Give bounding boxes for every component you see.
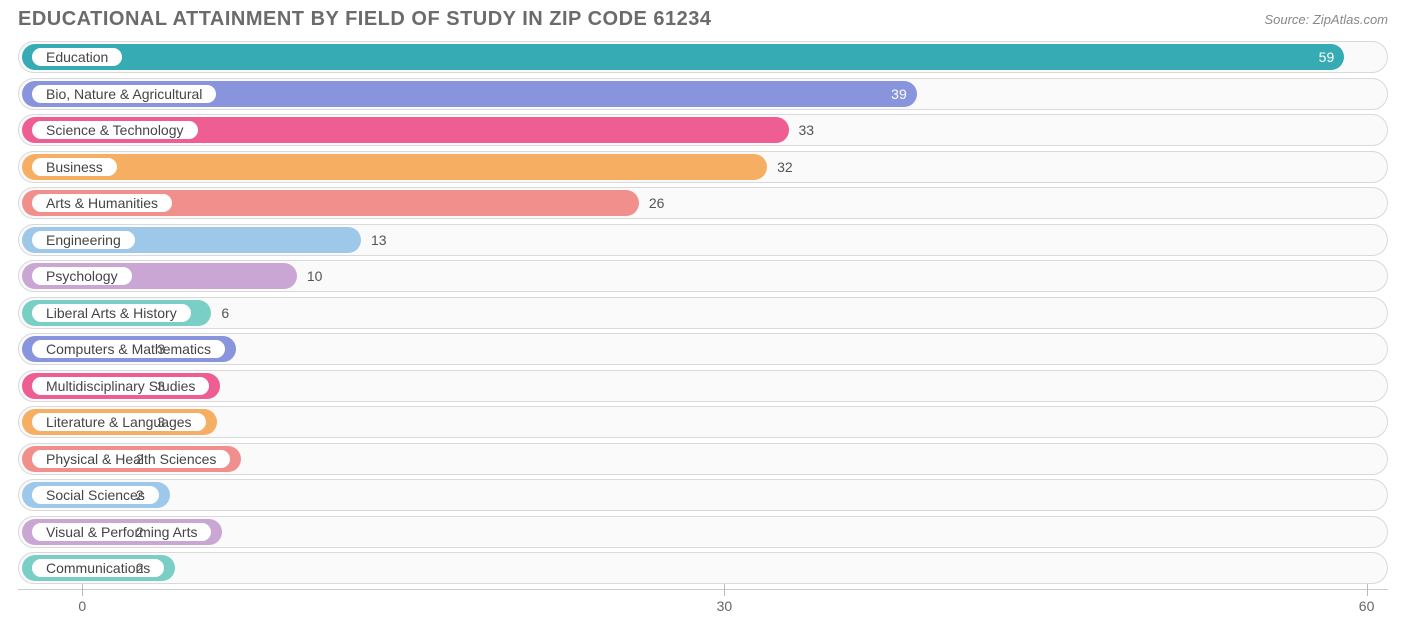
bar-row: Social Sciences2 bbox=[18, 479, 1388, 511]
bar-row: Communications2 bbox=[18, 552, 1388, 584]
bar-value: 6 bbox=[221, 305, 229, 321]
bar-row: Literature & Languages3 bbox=[18, 406, 1388, 438]
bar-label: Bio, Nature & Agricultural bbox=[30, 83, 218, 105]
bar-fill bbox=[22, 44, 1344, 70]
header: Educational Attainment by Field of Study… bbox=[0, 0, 1406, 35]
bar-label: Communications bbox=[30, 557, 166, 579]
chart-source: Source: ZipAtlas.com bbox=[1264, 12, 1388, 27]
bar-label: Engineering bbox=[30, 229, 137, 251]
bar-label: Psychology bbox=[30, 265, 134, 287]
bar-label: Physical & Health Sciences bbox=[30, 448, 232, 470]
bar-value: 39 bbox=[891, 86, 907, 102]
bar-row: Visual & Performing Arts2 bbox=[18, 516, 1388, 548]
bar-value: 2 bbox=[136, 451, 144, 467]
bar-value: 33 bbox=[799, 122, 815, 138]
bar-value: 10 bbox=[307, 268, 323, 284]
bar-row: Multidisciplinary Studies3 bbox=[18, 370, 1388, 402]
bar-label: Literature & Languages bbox=[30, 411, 208, 433]
bar-value: 3 bbox=[157, 378, 165, 394]
bar-label: Visual & Performing Arts bbox=[30, 521, 213, 543]
bar-row: Engineering 13 bbox=[18, 224, 1388, 256]
bar-label: Arts & Humanities bbox=[30, 192, 174, 214]
axis-tick bbox=[82, 584, 83, 596]
axis-tick-label: 0 bbox=[78, 598, 86, 614]
bar-row: Education 59 bbox=[18, 41, 1388, 73]
bar-label: Multidisciplinary Studies bbox=[30, 375, 211, 397]
bar-row: Science & Technology 33 bbox=[18, 114, 1388, 146]
bar-value: 3 bbox=[157, 414, 165, 430]
bar-row: Business 32 bbox=[18, 151, 1388, 183]
bar-value: 2 bbox=[136, 524, 144, 540]
bar-row: Computers & Mathematics3 bbox=[18, 333, 1388, 365]
axis-tick-label: 30 bbox=[717, 598, 733, 614]
x-axis: 0 30 60 bbox=[18, 589, 1388, 625]
bar-label: Business bbox=[30, 156, 119, 178]
bar-value: 32 bbox=[777, 159, 793, 175]
bar-value: 2 bbox=[136, 560, 144, 576]
bar-row: Bio, Nature & Agricultural 39 bbox=[18, 78, 1388, 110]
bar-row: Psychology 10 bbox=[18, 260, 1388, 292]
bar-fill bbox=[22, 154, 767, 180]
chart-title: Educational Attainment by Field of Study… bbox=[18, 8, 712, 31]
axis-tick-label: 60 bbox=[1359, 598, 1375, 614]
bar-label: Science & Technology bbox=[30, 119, 200, 141]
bar-row: Arts & Humanities 26 bbox=[18, 187, 1388, 219]
bar-label: Computers & Mathematics bbox=[30, 338, 227, 360]
chart-area: Education 59 Bio, Nature & Agricultural 39 S… bbox=[0, 35, 1406, 584]
bar-row: Liberal Arts & History 6 bbox=[18, 297, 1388, 329]
bar-value: 59 bbox=[1319, 49, 1335, 65]
bar-label: Education bbox=[30, 46, 124, 68]
bar-label: Liberal Arts & History bbox=[30, 302, 193, 324]
bar-value: 13 bbox=[371, 232, 387, 248]
bar-value: 26 bbox=[649, 195, 665, 211]
bar-value: 3 bbox=[157, 341, 165, 357]
bar-value: 2 bbox=[136, 487, 144, 503]
bar-row: Physical & Health Sciences2 bbox=[18, 443, 1388, 475]
axis-tick bbox=[1367, 584, 1368, 596]
axis-tick bbox=[724, 584, 725, 596]
